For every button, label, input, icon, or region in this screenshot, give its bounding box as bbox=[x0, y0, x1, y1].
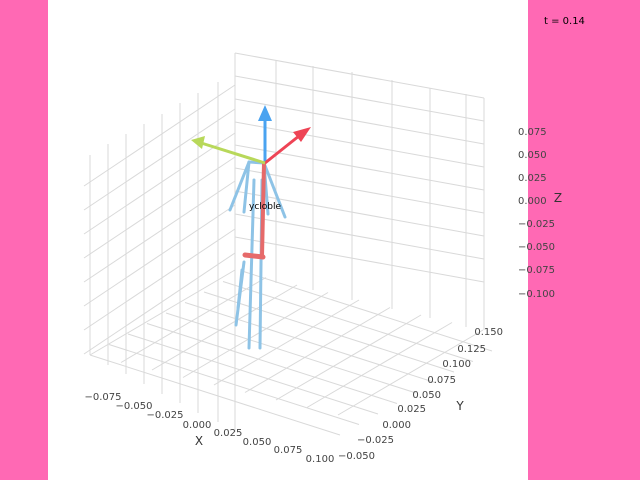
z-tick-label: 0.075 bbox=[518, 127, 547, 138]
x-tick-label: 0.075 bbox=[274, 445, 303, 456]
torso-segment bbox=[260, 161, 266, 259]
skeleton-figure bbox=[228, 160, 287, 350]
grid-line bbox=[234, 121, 485, 168]
grid-line bbox=[151, 284, 298, 371]
grid-line bbox=[234, 75, 485, 122]
limb-segment bbox=[262, 161, 287, 219]
grid-line bbox=[241, 270, 493, 352]
y-tick-label: 0.000 bbox=[382, 420, 411, 431]
grid-line bbox=[146, 323, 398, 404]
z-tick-label: −0.075 bbox=[518, 265, 555, 276]
y-tick-label: 0.050 bbox=[412, 390, 441, 401]
grid-line bbox=[83, 108, 236, 211]
x-tick-label: 0.025 bbox=[214, 428, 243, 439]
z-tick-label: 0.050 bbox=[518, 150, 547, 161]
grid-line bbox=[83, 132, 236, 235]
grid-line bbox=[83, 156, 236, 259]
grid-line bbox=[89, 269, 236, 356]
x-tick-label: 0.100 bbox=[306, 454, 335, 465]
y-tick-label: 0.075 bbox=[427, 375, 456, 386]
grid-line bbox=[83, 180, 236, 283]
y-axis-ticks: −0.050 −0.025 0.000 0.025 0.050 0.075 0.100 0.1… bbox=[338, 327, 503, 462]
x-tick-label: 0.000 bbox=[183, 420, 212, 431]
grid-line bbox=[83, 228, 236, 331]
y-tick-label: −0.050 bbox=[338, 451, 375, 462]
x-tick-label: −0.075 bbox=[84, 392, 121, 403]
x-tick-label: −0.050 bbox=[115, 401, 152, 412]
limb-segment bbox=[228, 160, 251, 212]
grid-line bbox=[127, 333, 379, 415]
y-tick-label: 0.125 bbox=[457, 344, 486, 355]
grid-line bbox=[108, 344, 360, 425]
left-panel bbox=[0, 0, 48, 480]
x-axis-ticks: −0.075−0.050−0.0250.0000.0250.0500.0750.… bbox=[84, 392, 334, 465]
y-tick-label: 0.150 bbox=[474, 327, 503, 338]
y-axis-label: Y bbox=[455, 399, 464, 413]
grid-line bbox=[184, 302, 436, 383]
limb-segment bbox=[236, 268, 244, 310]
grid-line bbox=[120, 277, 267, 363]
grid-line bbox=[234, 52, 485, 99]
z-tick-label: 0.000 bbox=[518, 196, 547, 207]
x-axis-label: X bbox=[195, 434, 203, 448]
grid-line bbox=[83, 84, 236, 187]
z-tick-label: 0.025 bbox=[518, 173, 547, 184]
grid-line bbox=[234, 213, 485, 260]
grid-line bbox=[234, 167, 485, 214]
limb-segment bbox=[242, 160, 251, 214]
grid-line bbox=[234, 98, 485, 145]
z-tick-label: −0.050 bbox=[518, 242, 555, 253]
grid-line bbox=[89, 354, 341, 436]
x-tick-label: 0.050 bbox=[243, 437, 272, 448]
grid-line bbox=[244, 307, 391, 393]
z-tick-label: −0.100 bbox=[518, 289, 555, 300]
y-tick-label: −0.025 bbox=[357, 435, 394, 446]
plot-background bbox=[48, 0, 528, 480]
right-panel bbox=[528, 0, 640, 480]
scene-label: ycloble bbox=[249, 202, 281, 212]
grid-lines bbox=[83, 52, 493, 436]
z-axis-ticks: 0.075 0.050 0.025 0.000 −0.025 −0.050 −0.075 −0… bbox=[518, 127, 555, 300]
grid-line bbox=[306, 322, 453, 408]
y-tick-label: 0.100 bbox=[442, 359, 471, 370]
grid-line bbox=[234, 236, 485, 283]
z-axis-label: Z bbox=[554, 191, 562, 205]
arrow-diagonal-icon bbox=[264, 127, 311, 165]
grid-line bbox=[165, 312, 417, 394]
arrow-up-icon bbox=[258, 105, 272, 163]
arrow-left-icon bbox=[191, 136, 266, 165]
grid-line bbox=[337, 329, 484, 416]
grid-line bbox=[83, 252, 236, 355]
grid-line bbox=[83, 204, 236, 307]
grid-line bbox=[182, 292, 329, 378]
grid-line bbox=[275, 314, 422, 401]
grid-line bbox=[213, 299, 360, 386]
x-tick-label: −0.025 bbox=[146, 410, 183, 421]
grid-line bbox=[203, 291, 455, 373]
time-label: t = 0.14 bbox=[544, 16, 585, 27]
y-tick-label: 0.025 bbox=[397, 404, 426, 415]
limb-segment bbox=[247, 178, 256, 350]
grid-line bbox=[222, 281, 474, 362]
torso-segment bbox=[242, 252, 266, 260]
z-tick-label: −0.025 bbox=[518, 219, 555, 230]
